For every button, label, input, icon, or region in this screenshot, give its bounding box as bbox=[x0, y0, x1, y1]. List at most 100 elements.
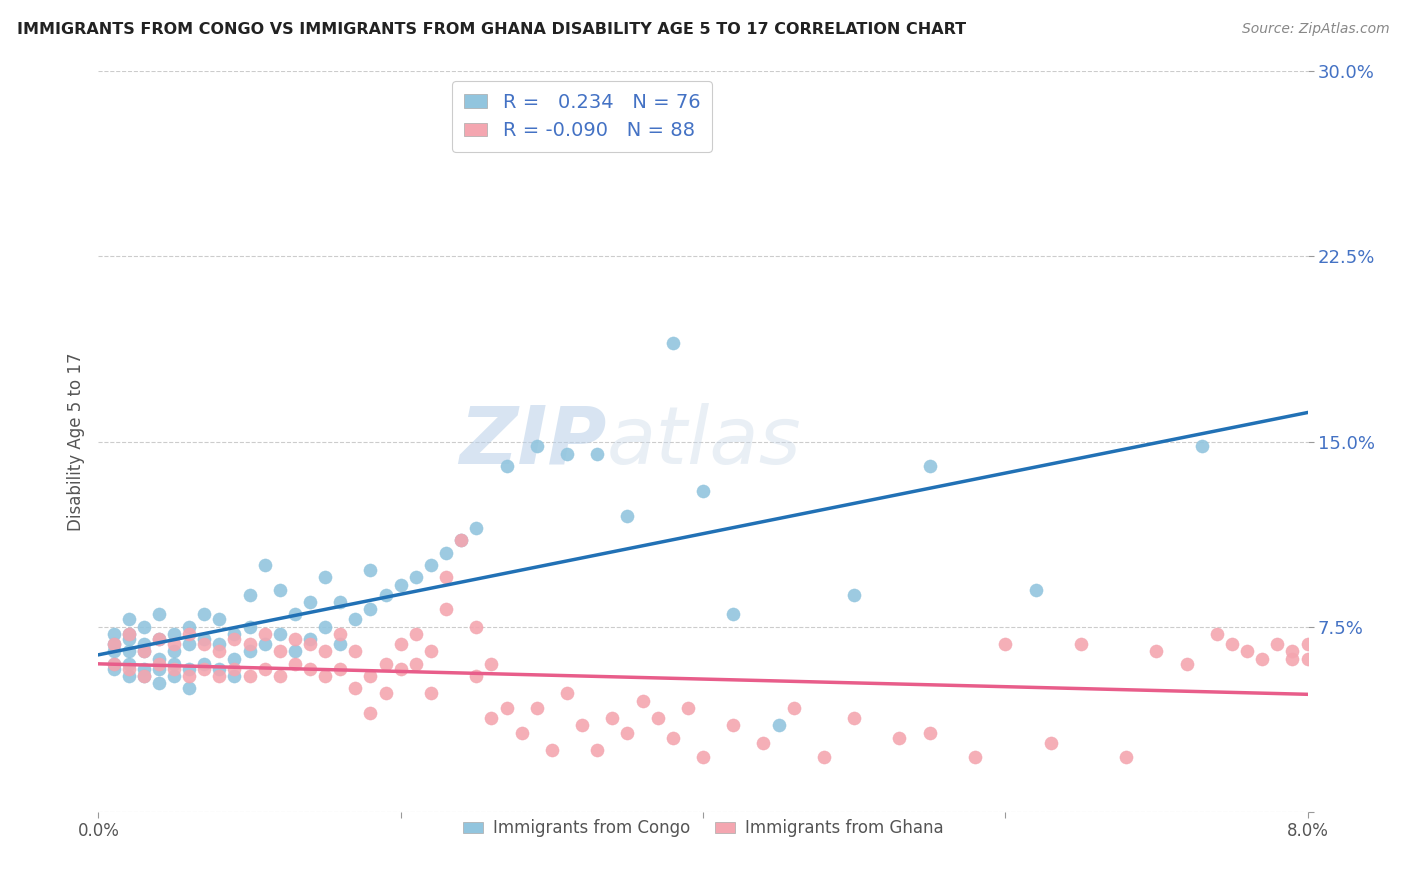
Point bbox=[253, 662, 276, 676]
Point bbox=[299, 637, 322, 651]
Point bbox=[420, 686, 443, 700]
Point bbox=[148, 632, 170, 646]
Point bbox=[314, 619, 336, 633]
Point bbox=[103, 637, 125, 651]
Point bbox=[269, 644, 291, 658]
Point bbox=[239, 669, 262, 683]
Point bbox=[163, 657, 186, 671]
Point bbox=[918, 459, 941, 474]
Point bbox=[132, 669, 155, 683]
Point bbox=[103, 637, 125, 651]
Point bbox=[118, 669, 141, 683]
Point bbox=[132, 669, 155, 683]
Point bbox=[344, 612, 367, 626]
Point bbox=[344, 681, 367, 696]
Point bbox=[179, 681, 201, 696]
Point bbox=[193, 607, 215, 622]
Point bbox=[602, 711, 624, 725]
Point bbox=[314, 644, 336, 658]
Point bbox=[1220, 637, 1243, 651]
Point bbox=[118, 662, 141, 676]
Point bbox=[450, 533, 472, 548]
Point bbox=[420, 644, 443, 658]
Point bbox=[132, 637, 155, 651]
Point bbox=[132, 662, 155, 676]
Point bbox=[103, 627, 125, 641]
Point bbox=[163, 669, 186, 683]
Point bbox=[360, 563, 382, 577]
Point bbox=[208, 669, 231, 683]
Point bbox=[526, 440, 548, 454]
Point bbox=[239, 644, 262, 658]
Point bbox=[465, 619, 488, 633]
Point bbox=[1267, 637, 1289, 651]
Point bbox=[1296, 651, 1319, 665]
Point bbox=[148, 676, 170, 690]
Point bbox=[495, 701, 517, 715]
Point bbox=[360, 669, 382, 683]
Point bbox=[389, 662, 412, 676]
Point bbox=[647, 711, 669, 725]
Point bbox=[692, 750, 714, 764]
Point bbox=[676, 701, 699, 715]
Point bbox=[434, 602, 457, 616]
Point bbox=[661, 335, 683, 350]
Point bbox=[450, 533, 472, 548]
Point bbox=[269, 669, 291, 683]
Point bbox=[768, 718, 790, 732]
Point bbox=[374, 657, 396, 671]
Y-axis label: Disability Age 5 to 17: Disability Age 5 to 17 bbox=[66, 352, 84, 531]
Point bbox=[526, 701, 548, 715]
Point bbox=[1115, 750, 1137, 764]
Point bbox=[208, 637, 231, 651]
Point bbox=[994, 637, 1017, 651]
Point bbox=[420, 558, 443, 572]
Point bbox=[239, 637, 262, 651]
Point bbox=[239, 588, 262, 602]
Point bbox=[208, 662, 231, 676]
Point bbox=[723, 607, 745, 622]
Point bbox=[269, 582, 291, 597]
Point bbox=[344, 644, 367, 658]
Point bbox=[118, 627, 141, 641]
Point bbox=[118, 644, 141, 658]
Point bbox=[299, 595, 322, 609]
Point bbox=[179, 637, 201, 651]
Point bbox=[253, 637, 276, 651]
Point bbox=[571, 718, 593, 732]
Point bbox=[284, 644, 307, 658]
Point bbox=[239, 619, 262, 633]
Point bbox=[179, 662, 201, 676]
Point bbox=[103, 657, 125, 671]
Text: IMMIGRANTS FROM CONGO VS IMMIGRANTS FROM GHANA DISABILITY AGE 5 TO 17 CORRELATIO: IMMIGRANTS FROM CONGO VS IMMIGRANTS FROM… bbox=[17, 22, 966, 37]
Point bbox=[179, 619, 201, 633]
Point bbox=[148, 607, 170, 622]
Point bbox=[314, 570, 336, 584]
Point bbox=[616, 508, 638, 523]
Point bbox=[118, 632, 141, 646]
Text: atlas: atlas bbox=[606, 402, 801, 481]
Point bbox=[224, 662, 246, 676]
Point bbox=[1146, 644, 1168, 658]
Point bbox=[1025, 582, 1047, 597]
Point bbox=[224, 669, 246, 683]
Point bbox=[224, 627, 246, 641]
Point bbox=[1175, 657, 1198, 671]
Point bbox=[1296, 637, 1319, 651]
Point bbox=[405, 657, 427, 671]
Point bbox=[208, 612, 231, 626]
Point bbox=[723, 718, 745, 732]
Point bbox=[148, 651, 170, 665]
Point bbox=[179, 627, 201, 641]
Point bbox=[208, 644, 231, 658]
Point bbox=[148, 657, 170, 671]
Point bbox=[434, 570, 457, 584]
Point bbox=[360, 602, 382, 616]
Point bbox=[540, 743, 562, 757]
Text: Source: ZipAtlas.com: Source: ZipAtlas.com bbox=[1241, 22, 1389, 37]
Point bbox=[118, 627, 141, 641]
Point bbox=[889, 731, 911, 745]
Point bbox=[465, 521, 488, 535]
Point bbox=[163, 644, 186, 658]
Point bbox=[1281, 644, 1303, 658]
